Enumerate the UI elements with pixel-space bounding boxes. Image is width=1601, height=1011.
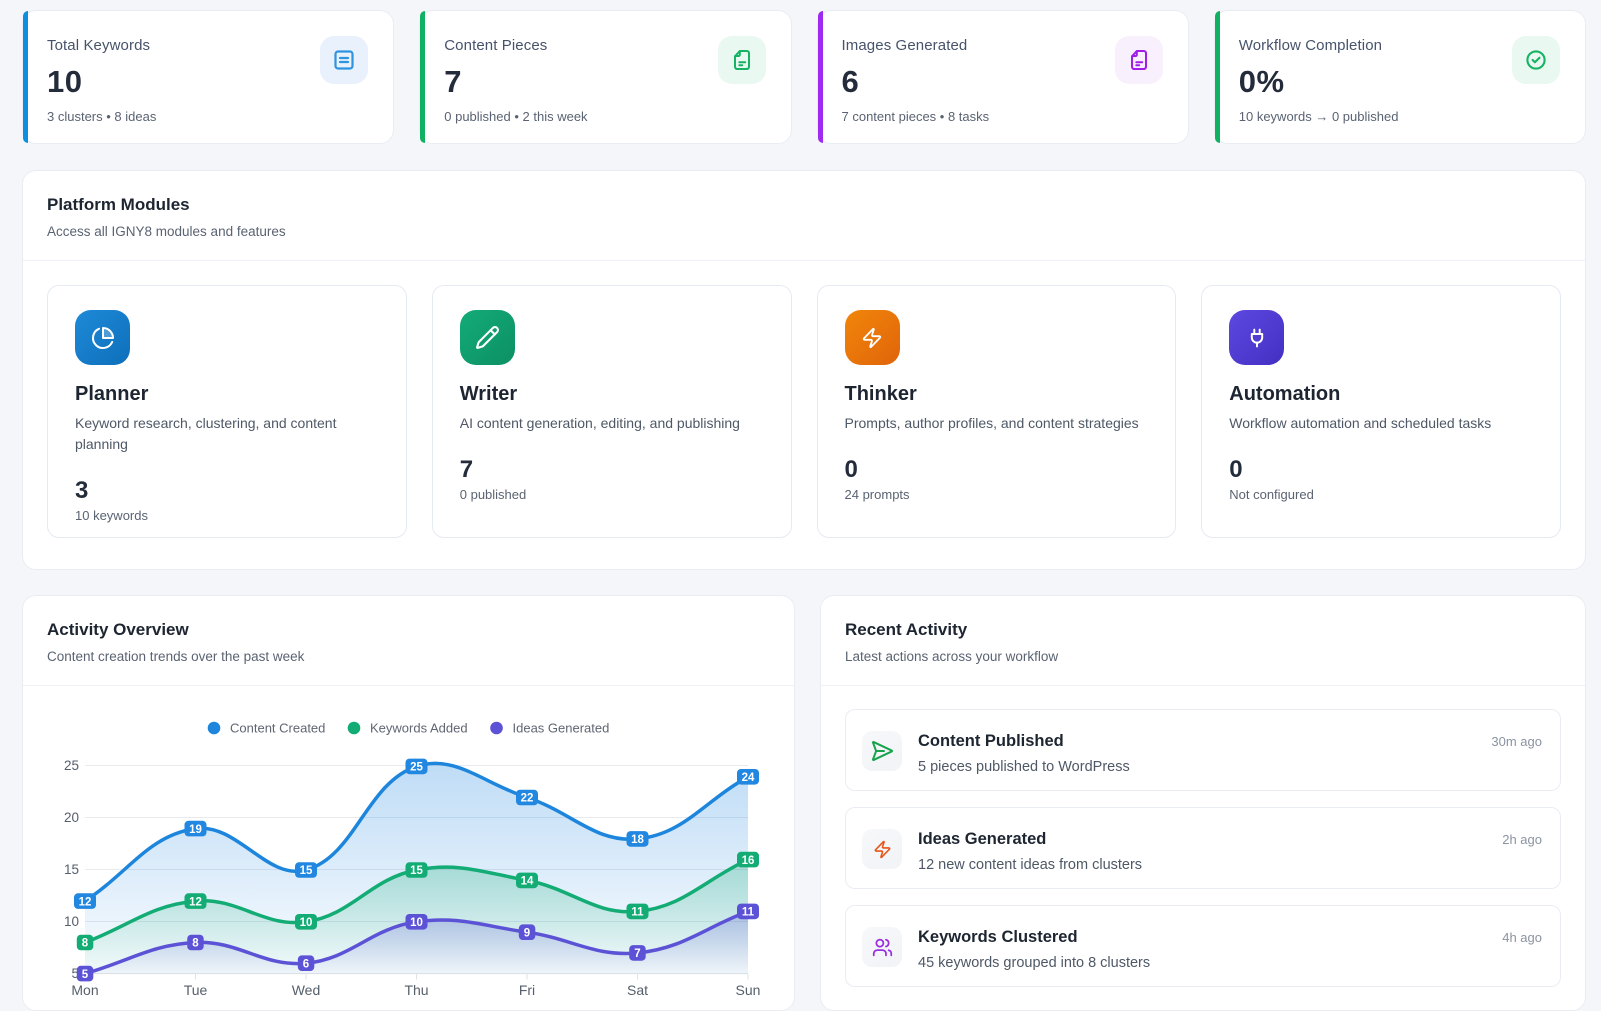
svg-text:7: 7 [634, 948, 640, 960]
svg-text:Wed: Wed [292, 982, 321, 998]
svg-text:5: 5 [82, 969, 89, 981]
svg-text:15: 15 [64, 862, 79, 877]
svg-text:9: 9 [524, 927, 530, 939]
svg-text:22: 22 [521, 793, 534, 805]
svg-text:Thu: Thu [404, 982, 428, 998]
svg-text:20: 20 [64, 810, 79, 825]
svg-text:11: 11 [631, 907, 644, 919]
svg-text:Ideas Generated: Ideas Generated [513, 721, 610, 736]
svg-text:12: 12 [79, 896, 92, 908]
svg-text:6: 6 [303, 958, 309, 970]
svg-text:25: 25 [410, 762, 423, 774]
svg-text:8: 8 [192, 938, 199, 950]
svg-text:18: 18 [631, 834, 644, 846]
svg-text:10: 10 [64, 914, 79, 929]
svg-text:5: 5 [71, 966, 79, 981]
svg-text:25: 25 [64, 758, 79, 773]
svg-text:Fri: Fri [519, 982, 535, 998]
svg-text:14: 14 [521, 876, 534, 888]
svg-text:Sat: Sat [627, 982, 648, 998]
svg-text:Tue: Tue [184, 982, 208, 998]
svg-text:10: 10 [410, 917, 423, 929]
svg-text:15: 15 [410, 865, 423, 877]
svg-text:10: 10 [300, 917, 313, 929]
svg-text:15: 15 [300, 865, 313, 877]
svg-text:12: 12 [189, 896, 202, 908]
svg-text:Content Created: Content Created [230, 721, 325, 736]
svg-text:8: 8 [82, 938, 89, 950]
svg-text:Sun: Sun [736, 982, 761, 998]
svg-text:Keywords Added: Keywords Added [370, 721, 468, 736]
svg-text:24: 24 [742, 772, 755, 784]
svg-text:11: 11 [742, 907, 755, 919]
svg-text:16: 16 [742, 855, 755, 867]
svg-text:19: 19 [189, 824, 202, 836]
svg-text:Mon: Mon [71, 982, 98, 998]
